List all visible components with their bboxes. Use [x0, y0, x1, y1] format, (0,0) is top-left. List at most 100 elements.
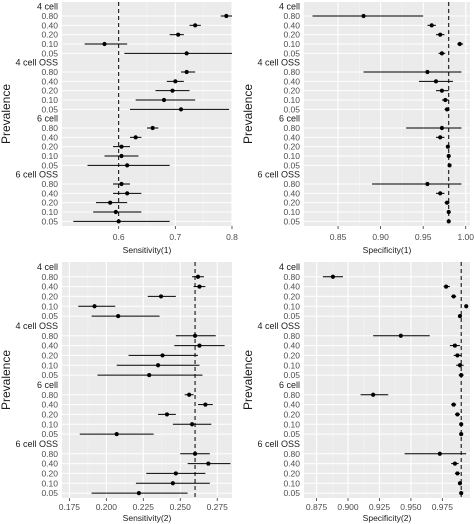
- point-estimate: [147, 372, 152, 378]
- point-estimate: [447, 163, 452, 168]
- prevalence-tick-label: 0.10: [283, 360, 300, 370]
- prevalence-tick-label: 0.05: [283, 370, 300, 380]
- prevalence-tick-label: 0.40: [283, 282, 300, 292]
- prevalence-tick-label: 0.20: [283, 350, 300, 360]
- prevalence-tick-label: 0.20: [283, 142, 300, 152]
- prevalence-tick-label: 0.10: [283, 151, 300, 161]
- group-label: 6 cell OSS: [257, 439, 300, 449]
- prevalence-tick-label: 0.40: [283, 132, 300, 142]
- prevalence-tick-label: 0.10: [41, 95, 58, 105]
- x-tick-label: 0.250: [170, 502, 192, 512]
- prevalence-tick-label: 0.05: [41, 160, 58, 170]
- group-label: 6 cell: [279, 380, 300, 390]
- prevalence-tick-label: 0.05: [41, 311, 58, 321]
- prevalence-tick-label: 0.10: [41, 207, 58, 217]
- x-tick-label: 1.00: [457, 232, 474, 242]
- point-estimate: [170, 88, 175, 93]
- point-estimate: [459, 372, 464, 378]
- point-estimate: [459, 431, 464, 437]
- prevalence-tick-label: 0.20: [41, 409, 58, 419]
- point-estimate: [457, 363, 463, 368]
- point-estimate: [455, 412, 460, 417]
- prevalence-tick-label: 0.20: [41, 30, 58, 40]
- prevalence-tick-label: 0.40: [283, 20, 300, 30]
- prevalence-tick-label: 0.20: [41, 86, 58, 96]
- x-tick-label: 0.7: [169, 232, 181, 242]
- group-label: 4 cell: [37, 262, 58, 272]
- prevalence-tick-label: 0.05: [41, 429, 58, 439]
- x-axis-title: Specificity(1): [363, 245, 412, 255]
- prevalence-tick-label: 0.80: [41, 390, 58, 400]
- prevalence-tick-label: 0.80: [41, 331, 58, 341]
- point-estimate: [398, 333, 403, 338]
- prevalence-tick-label: 0.20: [41, 291, 58, 301]
- x-tick-label: 0.85: [330, 232, 347, 242]
- point-estimate: [437, 451, 442, 456]
- group-label: 4 cell OSS: [257, 58, 300, 68]
- x-tick-label: 0.900: [337, 502, 359, 512]
- prevalence-tick-label: 0.80: [41, 272, 58, 282]
- prevalence-tick-label: 0.10: [41, 419, 58, 429]
- prevalence-tick-label: 0.10: [41, 478, 58, 488]
- x-axis-title: Sensitivity(2): [123, 513, 172, 523]
- point-estimate: [170, 481, 175, 486]
- prevalence-tick-label: 0.80: [41, 67, 58, 77]
- prevalence-tick-label: 0.10: [283, 39, 300, 49]
- point-estimate: [206, 461, 211, 466]
- point-estimate: [164, 412, 170, 417]
- panel-background: [62, 262, 232, 498]
- prevalence-tick-label: 0.80: [283, 331, 300, 341]
- x-tick-label: 0.95: [415, 232, 432, 242]
- x-tick-label: 0.8: [226, 232, 238, 242]
- y-axis-title: Prevalence: [0, 350, 13, 410]
- point-estimate: [192, 333, 198, 338]
- point-estimate: [189, 422, 195, 427]
- point-estimate: [173, 79, 178, 84]
- point-estimate: [192, 451, 198, 456]
- point-estimate: [446, 209, 451, 215]
- prevalence-tick-label: 0.05: [283, 48, 300, 58]
- prevalence-tick-label: 0.20: [283, 86, 300, 96]
- point-estimate: [119, 153, 124, 159]
- point-estimate: [455, 353, 460, 358]
- prevalence-tick-label: 0.20: [41, 198, 58, 208]
- point-estimate: [457, 41, 462, 47]
- group-label: 4 cell OSS: [257, 321, 300, 331]
- prevalence-tick-label: 0.10: [283, 95, 300, 105]
- point-estimate: [193, 23, 198, 28]
- point-estimate: [161, 97, 167, 103]
- point-estimate: [158, 294, 164, 299]
- point-estimate: [113, 209, 118, 215]
- point-estimate: [452, 343, 458, 348]
- point-estimate: [203, 402, 208, 407]
- point-estimate: [452, 461, 458, 466]
- point-estimate: [445, 144, 450, 149]
- prevalence-tick-label: 0.40: [283, 76, 300, 86]
- prevalence-tick-label: 0.80: [41, 123, 58, 133]
- group-label: 6 cell: [37, 380, 58, 390]
- group-label: 6 cell OSS: [15, 170, 58, 180]
- point-estimate: [459, 490, 464, 496]
- point-estimate: [119, 181, 124, 187]
- prevalence-tick-label: 0.05: [283, 216, 300, 226]
- prevalence-tick-label: 0.20: [41, 142, 58, 152]
- point-estimate: [195, 274, 201, 279]
- point-estimate: [184, 51, 189, 56]
- point-estimate: [429, 23, 434, 28]
- point-estimate: [446, 219, 451, 224]
- point-estimate: [197, 343, 202, 348]
- prevalence-tick-label: 0.40: [41, 76, 58, 86]
- prevalence-tick-label: 0.40: [41, 132, 58, 142]
- prevalence-tick-label: 0.40: [283, 188, 300, 198]
- prevalence-tick-label: 0.20: [283, 30, 300, 40]
- point-estimate: [173, 471, 178, 476]
- prevalence-tick-label: 0.05: [41, 488, 58, 498]
- group-label: 4 cell: [37, 2, 58, 12]
- prevalence-tick-label: 0.05: [41, 104, 58, 114]
- point-estimate: [444, 107, 450, 112]
- x-tick-label: 0.950: [400, 502, 422, 512]
- group-label: 6 cell: [37, 114, 58, 124]
- prevalence-tick-label: 0.40: [41, 459, 58, 469]
